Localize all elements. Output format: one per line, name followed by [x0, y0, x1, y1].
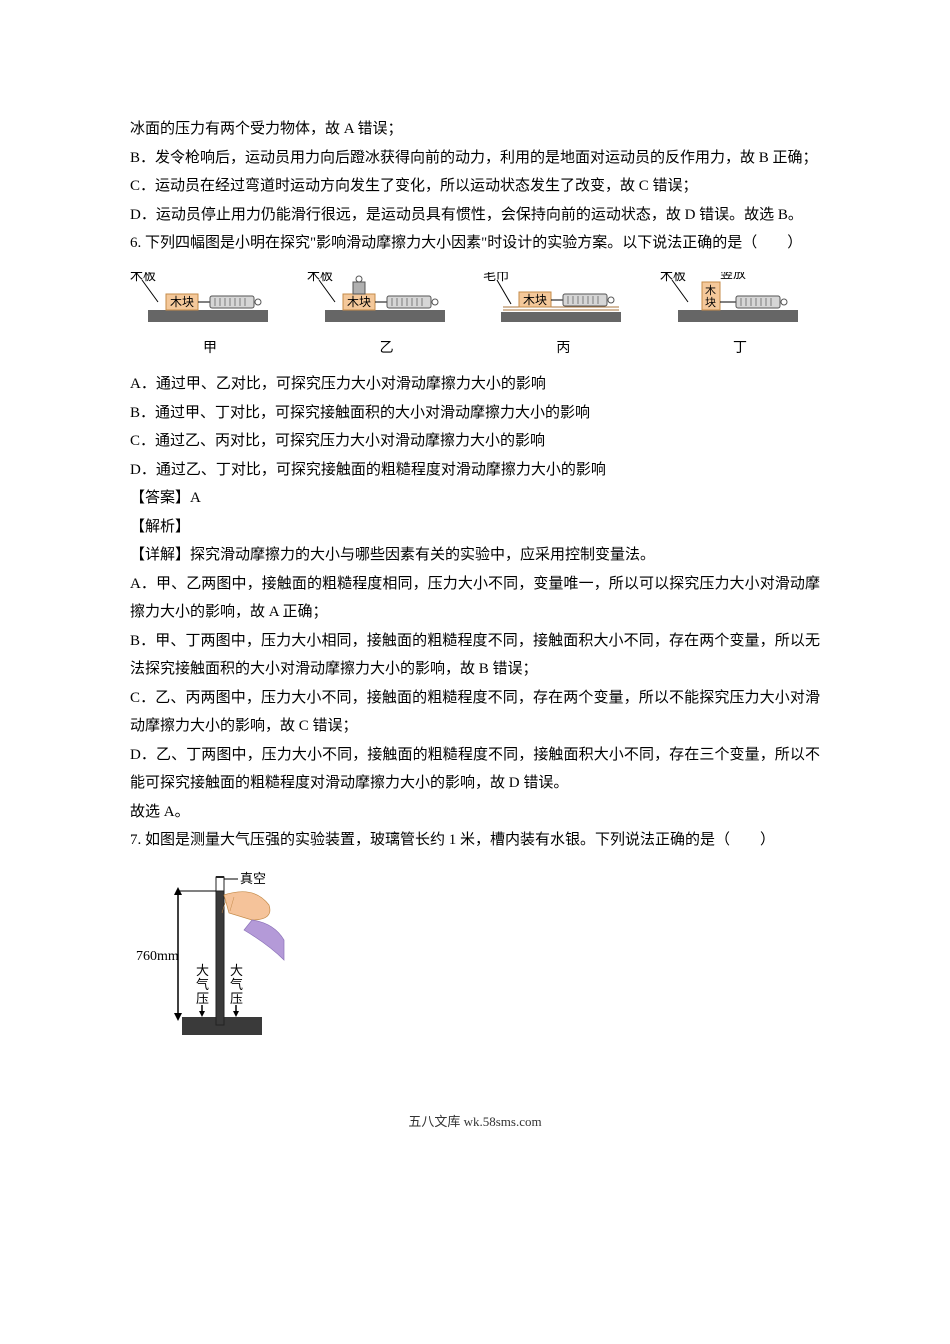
diagram-ding-svg: 木板 竖放 木 块	[660, 272, 820, 330]
label-board: 木板	[130, 272, 156, 283]
q6-jx: 【解析】	[130, 513, 820, 542]
atm-left-1: 大	[196, 963, 209, 978]
label-yi: 乙	[380, 336, 394, 363]
label-block: 木块	[170, 295, 194, 309]
q7-figure: 真空 760mm 大 气 压 大 气 压	[134, 865, 820, 1051]
q6-xj: 【详解】探究滑动摩擦力的大小与哪些因素有关的实验中，应采用控制变量法。	[130, 541, 820, 570]
label-block-bing: 木块	[523, 293, 547, 307]
label-ding: 丁	[733, 336, 747, 363]
atm-right-3: 压	[230, 991, 243, 1006]
q6-stem: 6. 下列四幅图是小明在探究"影响滑动摩擦力大小因素"时设计的实验方案。以下说法…	[130, 229, 820, 258]
label-board-ding: 木板	[660, 272, 686, 283]
diagram-yi: 木板 木块 乙	[307, 272, 467, 363]
q6-detail-D: D．乙、丁两图中，压力大小不同，接触面的粗糙程度不同，接触面积大小不同，存在三个…	[130, 741, 820, 798]
atm-right-1: 大	[230, 963, 243, 978]
q6-detail-A: A．甲、乙两图中，接触面的粗糙程度相同，压力大小不同，变量唯一，所以可以探究压力…	[130, 570, 820, 627]
label-block-yi: 木块	[347, 295, 371, 309]
q6-A: A．通过甲、乙对比，可探究压力大小对滑动摩擦力大小的影响	[130, 370, 820, 399]
para-p3: C．运动员在经过弯道时运动方向发生了变化，所以运动状态发生了改变，故 C 错误；	[130, 172, 820, 201]
diagram-yi-svg: 木板 木块	[307, 272, 467, 330]
label-block-ding-1: 木	[705, 284, 716, 297]
q6-ans: 【答案】A	[130, 484, 820, 513]
q6-diagram-row: 木板 木块 甲 木板	[130, 272, 820, 363]
q6-B: B．通过甲、丁对比，可探究接触面积的大小对滑动摩擦力大小的影响	[130, 399, 820, 428]
q7-svg: 真空 760mm 大 气 压 大 气 压	[134, 865, 294, 1040]
q6-detail-B: B．甲、丁两图中，压力大小相同，接触面的粗糙程度不同，接触面积大小不同，存在两个…	[130, 627, 820, 684]
diagram-jia-svg: 木板 木块	[130, 272, 290, 330]
label-jia: 甲	[203, 336, 217, 363]
page-content: 冰面的压力有两个受力物体，故 A 错误； B．发令枪响后，运动员用力向后蹬冰获得…	[0, 0, 950, 1195]
q6-D: D．通过乙、丁对比，可探究接触面的粗糙程度对滑动摩擦力大小的影响	[130, 456, 820, 485]
q7-stem: 7. 如图是测量大气压强的实验装置，玻璃管长约 1 米，槽内装有水银。下列说法正…	[130, 826, 820, 855]
q6-detail-C: C．乙、丙两图中，压力大小不同，接触面的粗糙程度不同，存在两个变量，所以不能探究…	[130, 684, 820, 741]
diagram-jia: 木板 木块 甲	[130, 272, 290, 363]
q6-C: C．通过乙、丙对比，可探究压力大小对滑动摩擦力大小的影响	[130, 427, 820, 456]
atm-left-2: 气	[196, 977, 209, 992]
label-towel: 毛巾	[483, 272, 509, 283]
atm-left-3: 压	[196, 991, 209, 1006]
page-footer: 五八文库 wk.58sms.com	[130, 1110, 820, 1135]
height-label: 760mm	[136, 949, 179, 964]
label-bing: 丙	[556, 336, 570, 363]
diagram-bing-svg: 毛巾 木块	[483, 272, 643, 330]
vacuum-label: 真空	[240, 871, 266, 886]
para-p2: B．发令枪响后，运动员用力向后蹬冰获得向前的动力，利用的是地面对运动员的反作用力…	[130, 144, 820, 173]
para-p1: 冰面的压力有两个受力物体，故 A 错误；	[130, 115, 820, 144]
para-p4: D．运动员停止用力仍能滑行很远，是运动员具有惯性，会保持向前的运动状态，故 D …	[130, 201, 820, 230]
label-vertical: 竖放	[720, 272, 746, 281]
diagram-bing: 毛巾 木块 丙	[483, 272, 643, 363]
label-block-ding-2: 块	[705, 296, 716, 309]
atm-right-2: 气	[230, 977, 243, 992]
q6-select: 故选 A。	[130, 798, 820, 827]
diagram-ding: 木板 竖放 木 块 丁	[660, 272, 820, 363]
label-board-yi: 木板	[307, 272, 333, 283]
